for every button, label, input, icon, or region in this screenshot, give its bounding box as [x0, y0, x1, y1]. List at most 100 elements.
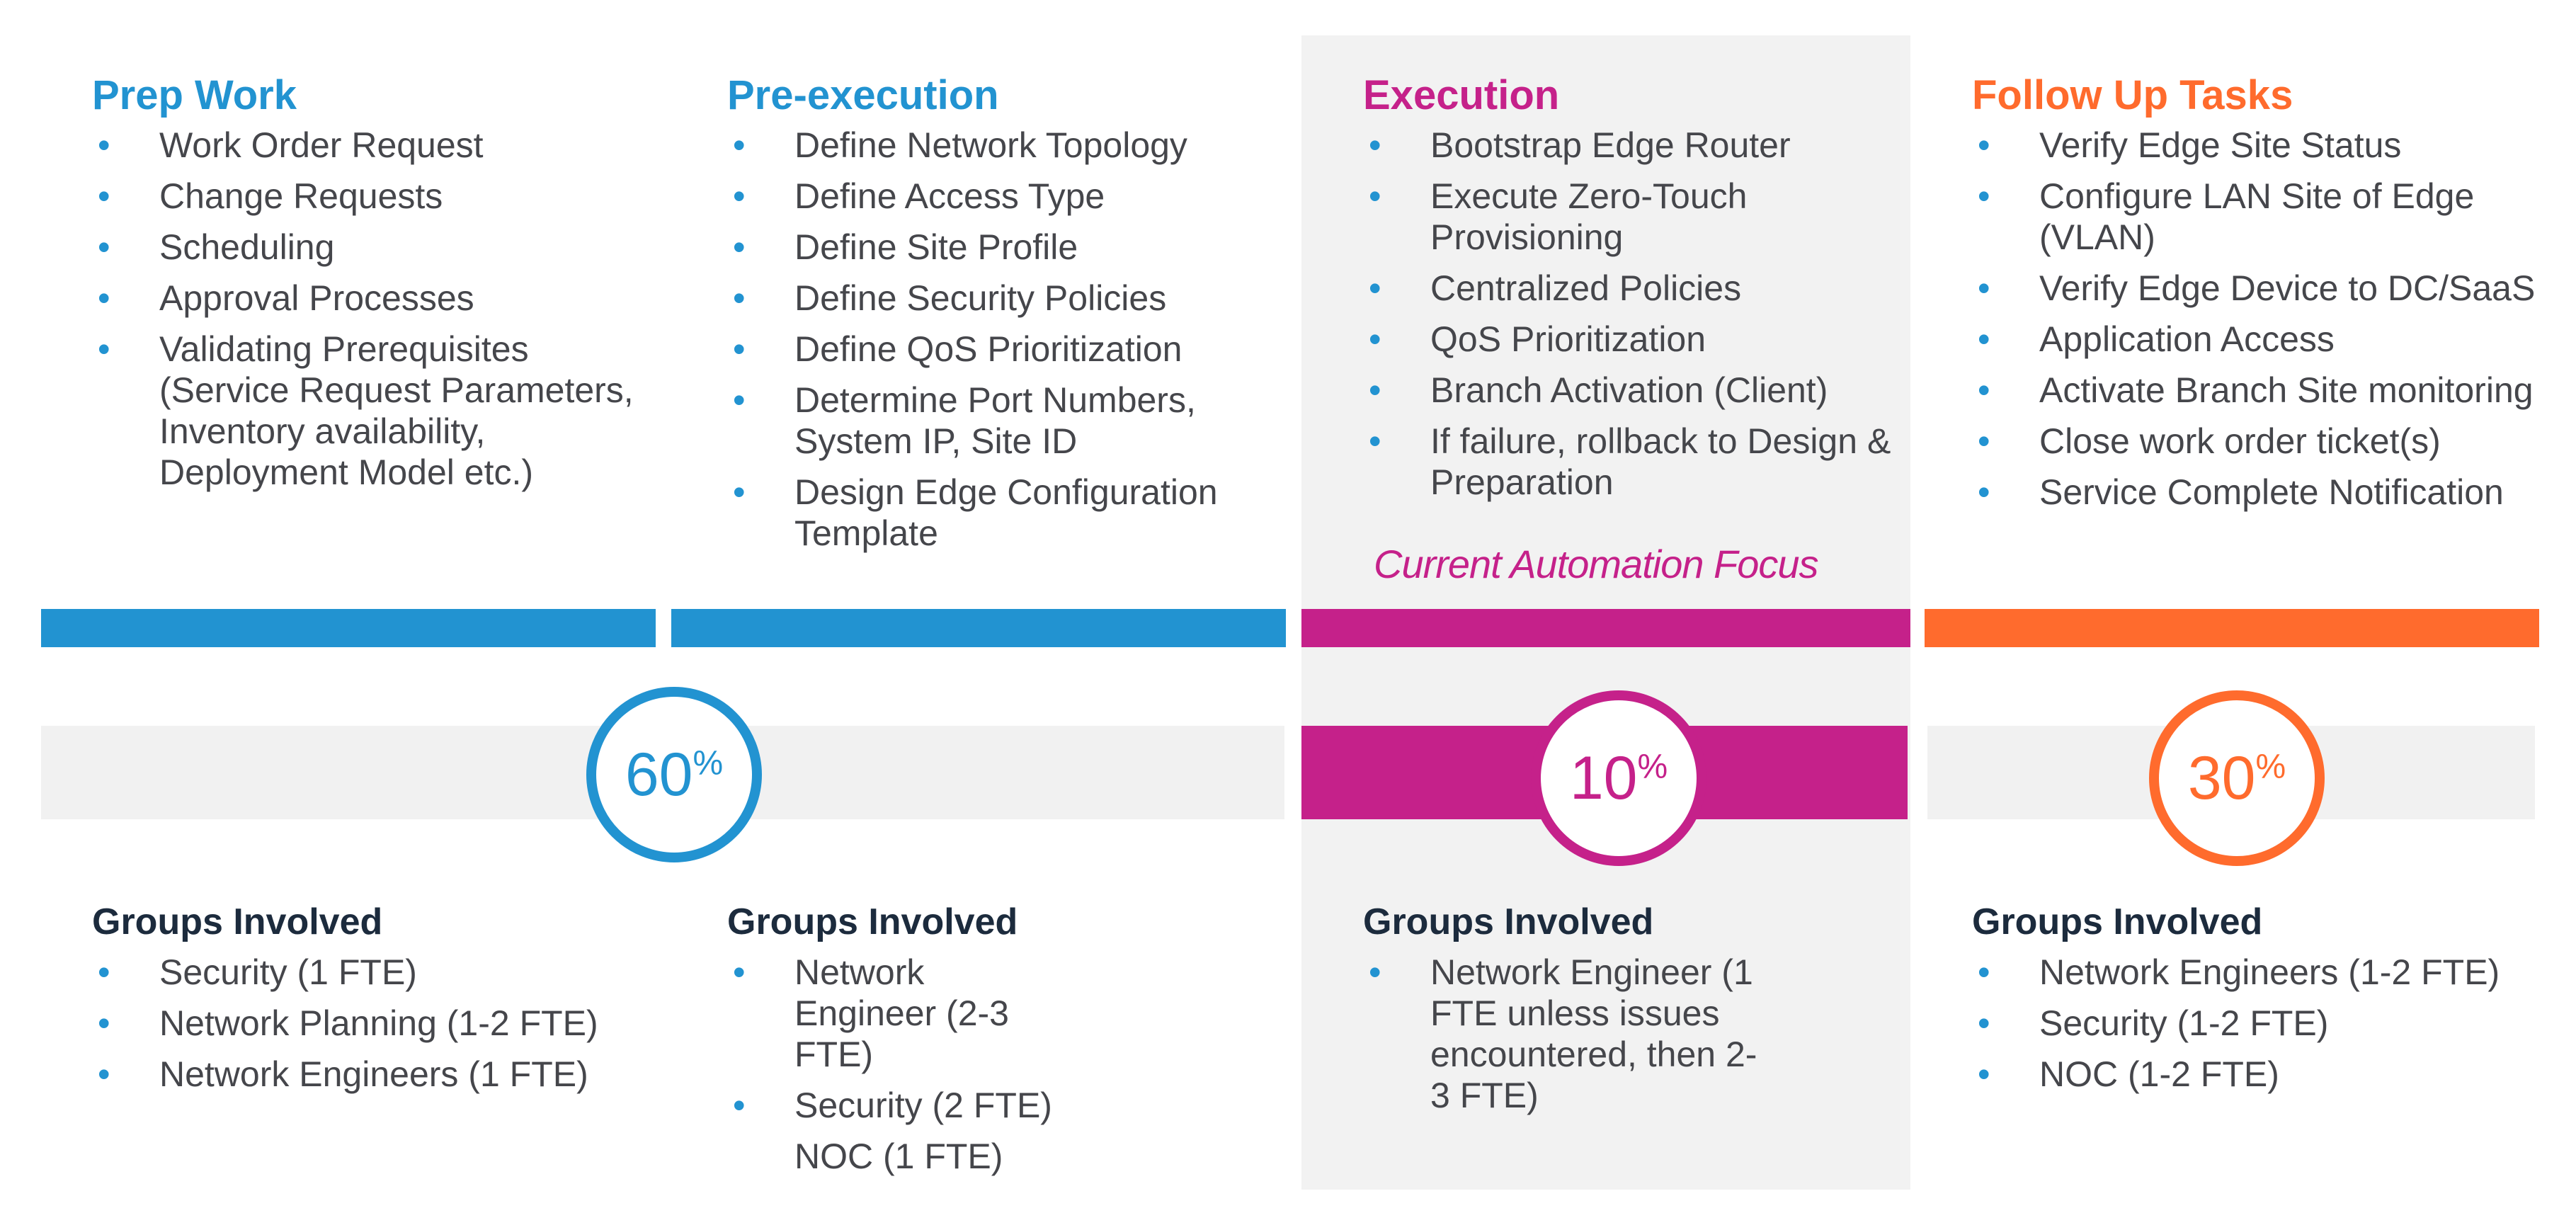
- list-item-text: Security (2 FTE): [794, 1086, 1052, 1125]
- list-item-text: Network Engineer (2-3 FTE): [794, 952, 1009, 1074]
- bullet-icon: •: [1369, 952, 1381, 992]
- list-item-text: Define Site Profile: [794, 227, 1078, 267]
- list-item-text: Service Complete Notification: [2039, 472, 2504, 512]
- groups-execution: Groups Involved • Network Engineer (1 FTE…: [1363, 899, 1760, 1126]
- list-item-text: Work Order Request: [159, 125, 484, 165]
- bullet-icon: •: [733, 278, 746, 318]
- list-item: • Configure LAN Site of Edge (VLAN): [1972, 176, 2538, 258]
- list-item: • NOC (1-2 FTE): [1972, 1054, 2538, 1095]
- bullet-icon: •: [733, 227, 746, 267]
- bullet-icon: •: [98, 952, 110, 992]
- percent-ring-execution: 10%: [1531, 690, 1706, 866]
- bullet-icon: •: [98, 278, 110, 318]
- task-list: • Work Order Request • Change Requests • Sc…: [92, 125, 644, 493]
- bullet-icon: •: [1978, 370, 1990, 410]
- list-item-text: Execute Zero-Touch Provisioning: [1430, 176, 1748, 257]
- bullet-icon: •: [1369, 268, 1381, 308]
- list-item: • Network Engineers (1 FTE): [92, 1054, 644, 1095]
- bullet-icon: •: [1369, 421, 1381, 461]
- task-list: • Define Network Topology • Define Access …: [727, 125, 1265, 554]
- list-item-text: Approval Processes: [159, 278, 474, 318]
- bullet-icon: •: [1369, 370, 1381, 410]
- list-item-text: Network Planning (1-2 FTE): [159, 1003, 598, 1043]
- groups-title: Groups Involved: [92, 901, 383, 942]
- list-item: • Verify Edge Device to DC/SaaS: [1972, 268, 2538, 309]
- list-item: • Centralized Policies: [1363, 268, 1901, 309]
- list-item: • Define Site Profile: [727, 227, 1265, 268]
- list-item-text: Security (1 FTE): [159, 952, 417, 992]
- bullet-icon: •: [98, 125, 110, 165]
- list-item: • Approval Processes: [92, 278, 644, 319]
- list-item: • Network Engineer (1 FTE unless issues e…: [1363, 952, 1760, 1116]
- list-item: •NOC (1 FTE): [727, 1136, 1095, 1177]
- list-item-text: Determine Port Numbers, System IP, Site …: [794, 380, 1196, 461]
- list-item: • QoS Prioritization: [1363, 319, 1901, 360]
- task-list: • Verify Edge Site Status • Configure LAN …: [1972, 125, 2538, 513]
- bullet-icon: •: [98, 227, 110, 267]
- group-list: • Security (1 FTE) • Network Planning (1-2…: [92, 952, 644, 1095]
- bullet-icon: •: [733, 1086, 746, 1125]
- list-item-text: Configure LAN Site of Edge (VLAN): [2039, 176, 2475, 257]
- bullet-icon: •: [733, 952, 746, 992]
- list-item-text: Scheduling: [159, 227, 335, 267]
- list-item: • Application Access: [1972, 319, 2538, 360]
- list-item-text: Close work order ticket(s): [2039, 421, 2441, 461]
- percent-ring-preparation: 60%: [586, 687, 762, 862]
- phase-column-prep-work: Prep Work • Work Order Request • Change Re…: [92, 71, 644, 503]
- groups-follow-up-tasks: Groups Involved • Network Engineers (1-2 …: [1972, 899, 2538, 1105]
- list-item: • Verify Edge Site Status: [1972, 125, 2538, 166]
- groups-pre-execution: Groups Involved • Network Engineer (2-3 F…: [727, 899, 1095, 1187]
- bullet-icon: •: [1978, 125, 1990, 165]
- list-item-text: QoS Prioritization: [1430, 319, 1706, 359]
- bullet-icon: •: [1369, 176, 1381, 216]
- percent-value: 30%: [2187, 744, 2286, 812]
- list-item: • Define QoS Prioritization: [727, 329, 1265, 370]
- phase-title: Follow Up Tasks: [1972, 72, 2293, 118]
- list-item-text: Define Network Topology: [794, 125, 1187, 165]
- bullet-icon: •: [733, 329, 746, 369]
- list-item: • Security (2 FTE): [727, 1085, 1095, 1126]
- list-item: • Bootstrap Edge Router: [1363, 125, 1901, 166]
- bullet-icon: •: [98, 329, 110, 369]
- list-item: • Define Access Type: [727, 176, 1265, 217]
- list-item-text: Centralized Policies: [1430, 268, 1742, 308]
- list-item-text: Activate Branch Site monitoring: [2039, 370, 2534, 410]
- list-item-text: Design Edge Configuration Template: [794, 472, 1218, 553]
- percent-ring-follow-up: 30%: [2149, 690, 2325, 866]
- task-list: • Bootstrap Edge Router • Execute Zero-Tou…: [1363, 125, 1901, 503]
- phase-column-pre-execution: Pre-execution • Define Network Topology •…: [727, 71, 1265, 564]
- bullet-icon: •: [1369, 319, 1381, 359]
- list-item: • Define Security Policies: [727, 278, 1265, 319]
- list-item: • Branch Activation (Client): [1363, 370, 1901, 411]
- list-item-text: Application Access: [2039, 319, 2335, 359]
- groups-title: Groups Involved: [1363, 901, 1654, 942]
- list-item: • Network Engineer (2-3 FTE): [727, 952, 1095, 1075]
- list-item: • Change Requests: [92, 176, 644, 217]
- group-list: • Network Engineers (1-2 FTE) • Security (…: [1972, 952, 2538, 1095]
- list-item: • Define Network Topology: [727, 125, 1265, 166]
- bullet-icon: •: [1978, 1003, 1990, 1043]
- list-item-text: Network Engineers (1 FTE): [159, 1054, 588, 1094]
- phase-title: Prep Work: [92, 72, 297, 118]
- bullet-icon: •: [733, 472, 746, 512]
- list-item-text: Define Security Policies: [794, 278, 1167, 318]
- list-item: • Security (1 FTE): [92, 952, 644, 993]
- bullet-icon: •: [733, 176, 746, 216]
- percent-value: 10%: [1569, 744, 1668, 812]
- phase-column-execution: Execution • Bootstrap Edge Router • Execut…: [1363, 71, 1901, 513]
- group-list: • Network Engineer (2-3 FTE) • Security (2…: [727, 952, 1095, 1177]
- list-item: • Network Planning (1-2 FTE): [92, 1003, 644, 1044]
- timeline-bar-follow-up: [1925, 609, 2539, 647]
- timeline-bar-prep-work: [41, 609, 656, 647]
- groups-prep-work: Groups Involved • Security (1 FTE) • Netwo…: [92, 899, 644, 1105]
- bullet-icon: •: [1978, 319, 1990, 359]
- list-item-text: Define Access Type: [794, 176, 1105, 216]
- list-item: • Close work order ticket(s): [1972, 421, 2538, 462]
- list-item-text: Change Requests: [159, 176, 443, 216]
- list-item-text: Security (1-2 FTE): [2039, 1003, 2329, 1043]
- list-item: • Validating Prerequisites (Service Reque…: [92, 329, 644, 493]
- list-item: • Network Engineers (1-2 FTE): [1972, 952, 2538, 993]
- phase-title: Execution: [1363, 72, 1560, 118]
- list-item: • Service Complete Notification: [1972, 472, 2538, 513]
